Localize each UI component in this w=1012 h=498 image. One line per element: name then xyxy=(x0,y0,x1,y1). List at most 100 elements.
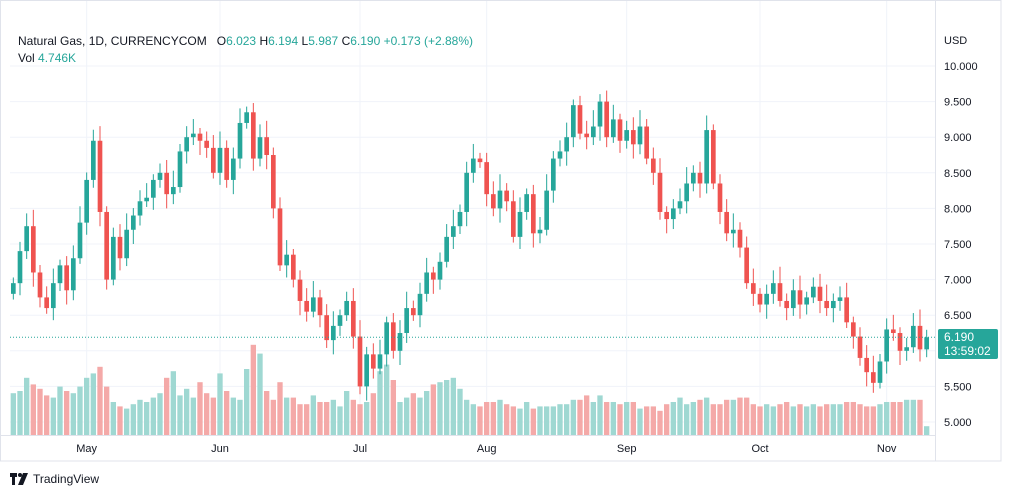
volume-bar xyxy=(284,397,290,435)
candle-body xyxy=(851,322,856,337)
candle xyxy=(84,172,89,235)
volume-bar xyxy=(670,402,676,435)
candle xyxy=(604,90,609,148)
y-tick-label: 9.500 xyxy=(944,97,972,109)
candle xyxy=(384,316,389,367)
chart-frame[interactable]: USD 10.000 9.500 9.000 8.500 8.000 7.500 7.000 6… xyxy=(0,0,1002,462)
candle-body xyxy=(764,293,769,305)
volume-bar xyxy=(210,397,216,435)
high-value: 6.194 xyxy=(268,34,299,48)
volume-bar xyxy=(784,402,790,435)
candle-body xyxy=(51,283,56,309)
candle-body xyxy=(264,137,269,155)
candle xyxy=(137,190,143,226)
volume-bar xyxy=(657,410,663,435)
volume-bar xyxy=(630,402,636,435)
volume-label[interactable]: Vol xyxy=(18,51,35,65)
y-tick-label: 6.500 xyxy=(944,310,972,322)
volume-bar xyxy=(824,404,830,435)
candle-body xyxy=(137,201,143,216)
candle-body xyxy=(77,222,83,259)
volume-bar xyxy=(297,404,303,435)
volume-bar xyxy=(330,399,336,435)
y-tick-label: 7.500 xyxy=(944,239,972,251)
candle xyxy=(424,257,429,302)
candle-body xyxy=(244,112,249,123)
candle-body xyxy=(477,158,483,163)
candle-body xyxy=(684,183,689,202)
candle xyxy=(751,268,756,306)
candle-body xyxy=(217,147,223,173)
candle xyxy=(251,103,256,171)
footer: TradingView xyxy=(10,472,99,486)
candle-body xyxy=(651,158,656,173)
x-tick-label: Aug xyxy=(477,443,497,455)
symbol-label[interactable]: Natural Gas, 1D, CURRENCYCOM xyxy=(18,34,207,48)
volume-bar xyxy=(97,366,103,435)
y-tick-label: 8.500 xyxy=(944,168,972,180)
candle xyxy=(304,288,309,322)
candle xyxy=(57,259,63,291)
candle xyxy=(177,143,183,193)
volume-bar xyxy=(617,404,623,435)
candle-body xyxy=(431,272,436,280)
candle-body xyxy=(591,126,596,138)
candle-body xyxy=(557,151,563,159)
volume-bar xyxy=(650,406,656,435)
candle-body xyxy=(664,211,669,220)
volume-bar xyxy=(504,404,510,435)
candle xyxy=(91,129,96,188)
x-tick-label: Sep xyxy=(617,443,637,455)
candle xyxy=(104,206,109,290)
volume-bar xyxy=(637,408,643,435)
candle xyxy=(324,304,329,348)
candle xyxy=(864,345,869,387)
candle xyxy=(724,199,729,242)
candle-body xyxy=(737,229,743,248)
volume-bar xyxy=(837,404,843,435)
volume-bar xyxy=(304,404,310,435)
volume-bar xyxy=(677,397,683,435)
candle-body xyxy=(804,297,809,305)
candle-body xyxy=(484,162,489,195)
candle-body xyxy=(711,130,716,184)
volume-bar xyxy=(684,404,690,435)
volume-bar xyxy=(897,402,903,435)
volume-bar xyxy=(770,406,776,435)
volume-bar xyxy=(344,391,350,435)
candle xyxy=(217,131,223,185)
candle-body xyxy=(371,354,376,369)
candle-body xyxy=(84,179,89,223)
candle xyxy=(851,316,856,349)
volume-bar xyxy=(264,391,270,435)
candle xyxy=(544,174,549,236)
candle xyxy=(397,320,403,366)
candle-body xyxy=(891,329,896,333)
candle xyxy=(164,159,169,209)
candle-body xyxy=(864,357,869,373)
candle xyxy=(111,227,116,286)
candle xyxy=(264,120,269,170)
tradingview-brand[interactable]: TradingView xyxy=(33,472,100,486)
candle-body xyxy=(577,105,583,134)
candle-body xyxy=(377,354,383,369)
candle-body xyxy=(277,208,283,266)
candle xyxy=(317,289,323,328)
candle xyxy=(197,127,203,155)
x-tick-label: Oct xyxy=(751,443,768,455)
candle xyxy=(764,284,769,319)
candle xyxy=(791,279,796,316)
volume-bar xyxy=(910,399,916,435)
price-chart[interactable]: USD 10.000 9.500 9.000 8.500 8.000 7.500 7.000 6… xyxy=(0,0,1002,462)
volume-bar xyxy=(604,402,610,435)
candle-body xyxy=(551,158,556,191)
candle-body xyxy=(771,283,776,294)
volume-bar xyxy=(850,402,856,435)
candle-body xyxy=(231,158,236,180)
candle xyxy=(371,343,376,379)
candle xyxy=(44,286,49,314)
candle xyxy=(297,270,303,316)
tradingview-logo-icon[interactable] xyxy=(10,473,28,485)
volume-bar xyxy=(490,402,496,435)
candle xyxy=(471,143,476,183)
